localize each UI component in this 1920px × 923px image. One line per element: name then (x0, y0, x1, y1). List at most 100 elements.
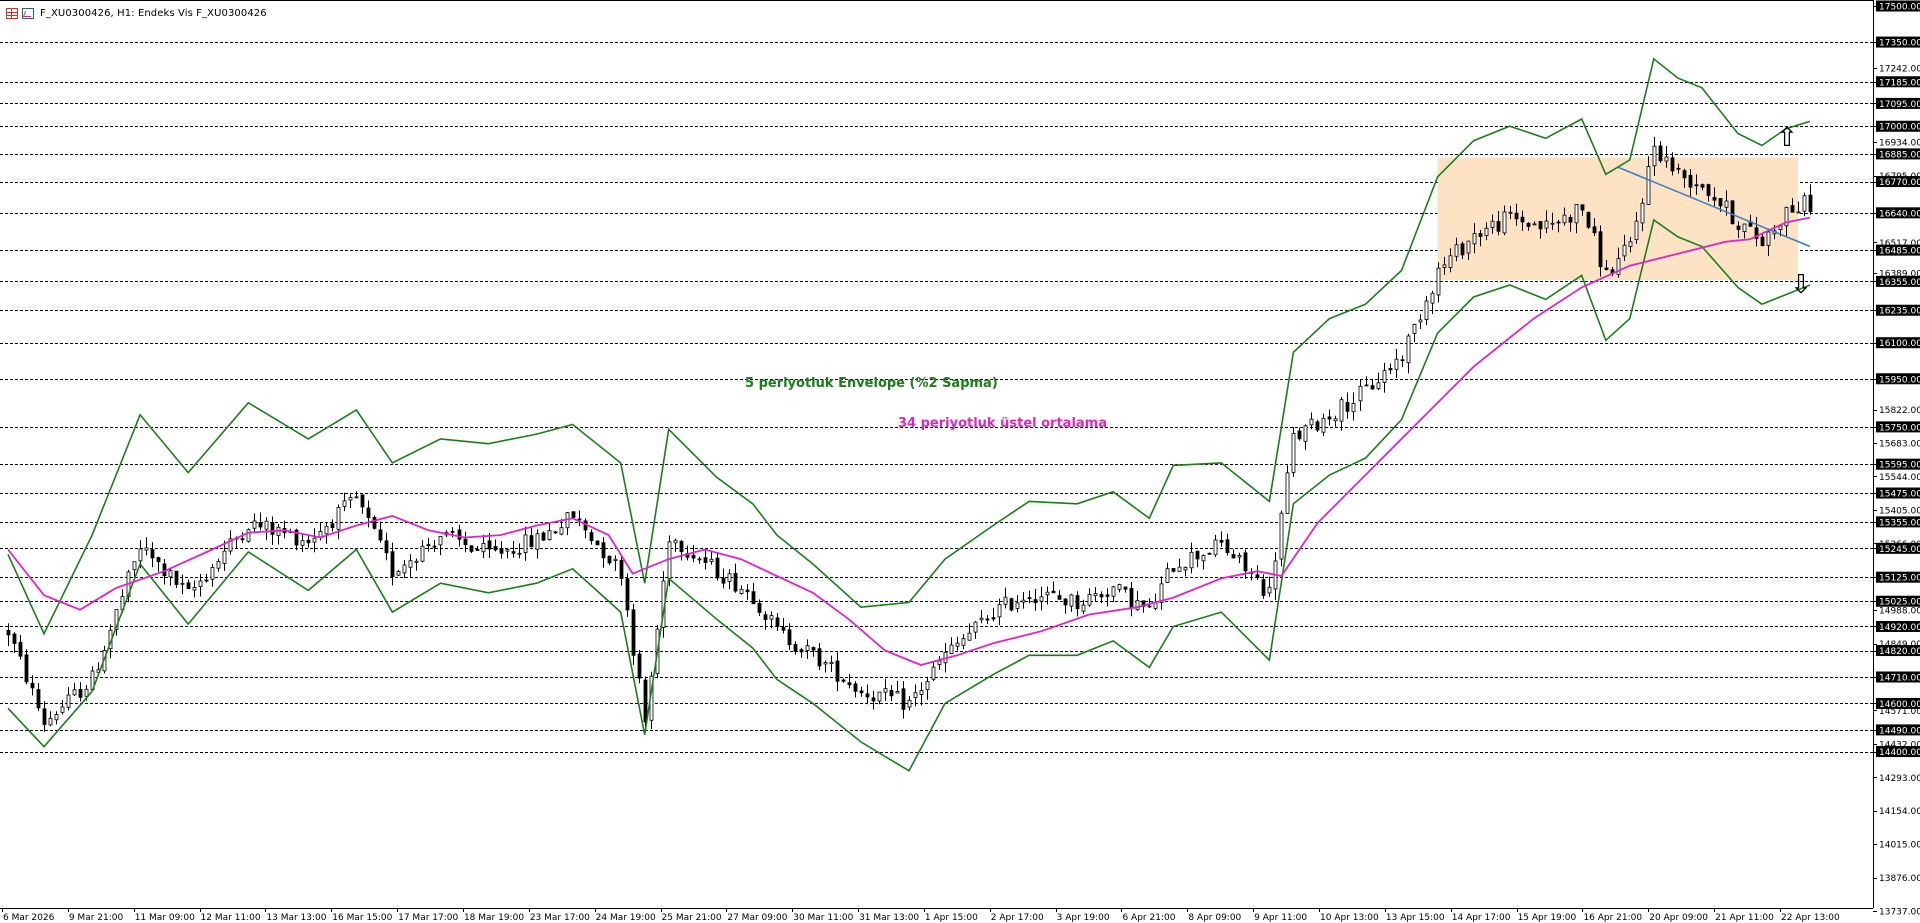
y-tick-label: 15822.00 (1879, 406, 1920, 416)
candle-body (1033, 599, 1038, 604)
candle-body (907, 699, 912, 708)
x-tick-label: 24 Mar 19:00 (596, 913, 656, 923)
y-tick-label: 14400.00 (1879, 748, 1920, 758)
candle-body (505, 549, 510, 552)
candle-body (438, 536, 443, 546)
candle-body (613, 558, 618, 562)
candle-body (360, 494, 365, 508)
candle-body (1550, 222, 1555, 225)
candle-body (1418, 319, 1423, 323)
candle-body (6, 630, 11, 636)
candle-body (1255, 574, 1260, 579)
candle-body (312, 537, 317, 543)
candle-body (1243, 552, 1248, 572)
candle-body (336, 507, 341, 530)
candle-body (1009, 598, 1014, 611)
ema-label: 34 periyotluk üstel ortalama (898, 416, 1107, 431)
candle-body (1586, 211, 1591, 228)
x-tick-label: 25 Mar 21:00 (662, 913, 722, 923)
candle-body (853, 683, 858, 692)
candle-body (1370, 385, 1375, 390)
candle-body (961, 638, 966, 646)
candle-body (889, 689, 894, 697)
candle-body (811, 647, 816, 651)
candle-body (883, 688, 888, 693)
candle-body (1652, 145, 1657, 167)
candle-body (703, 557, 708, 563)
chart-icon[interactable] (22, 7, 34, 19)
y-tick-highlight (1876, 207, 1920, 219)
y-tick-highlight (1876, 620, 1920, 632)
candle-body (673, 539, 678, 544)
candle-body (1538, 220, 1543, 230)
candle-body (817, 648, 822, 667)
candle-body (138, 548, 143, 562)
y-tick-label: 17185.00 (1879, 78, 1920, 88)
candle-body (1147, 605, 1152, 608)
candle-body (432, 545, 437, 548)
candle-body (1718, 198, 1723, 207)
candle-body (1135, 600, 1140, 611)
candle-body (324, 525, 329, 535)
candle-body (180, 582, 185, 585)
indicator-lines (7, 57, 1811, 772)
candle-body (1790, 205, 1795, 213)
candle-body (1333, 418, 1338, 422)
candle-body (679, 540, 684, 553)
candle-body (1165, 568, 1170, 583)
candle-body (1622, 244, 1627, 257)
candle-body (949, 644, 954, 655)
candle-body (48, 717, 53, 726)
x-axis: 6 Mar 2026 9 Mar 21:00 11 Mar 09:00 12 Mar … (2, 908, 1840, 923)
y-tick-label: 14154.00 (1879, 807, 1920, 817)
candle-body (1376, 382, 1381, 389)
chart-title: F_XU0300426, H1: Endeks Vis F_XU0300426 (40, 7, 267, 19)
y-tick-label: 14490.00 (1879, 726, 1920, 736)
candle-body (1688, 175, 1693, 188)
x-tick-label: 10 Apr 13:00 (1320, 913, 1379, 923)
x-tick-label: 31 Mar 13:00 (859, 913, 919, 923)
candle-body (1057, 595, 1062, 600)
down-arrow-icon: ⇩ (1790, 270, 1812, 300)
candle-body (1526, 222, 1531, 227)
candle-body (1478, 233, 1483, 237)
y-tick-label: 16355.00 (1879, 278, 1920, 288)
candle-body (895, 691, 900, 694)
candle-body (300, 540, 305, 546)
y-tick-label: 15405.00 (1879, 506, 1920, 516)
trend-line (1617, 166, 1811, 248)
y-tick-label: 14432.00 (1879, 740, 1920, 750)
candle-body (901, 688, 906, 710)
y-tick-label: 15595.00 (1879, 461, 1920, 471)
candle-body (493, 546, 498, 551)
candle-body (426, 544, 431, 547)
candle-body (12, 633, 17, 644)
candle-body (192, 587, 197, 591)
grid-icon[interactable] (6, 7, 18, 19)
y-tick-label: 16485.00 (1879, 247, 1920, 257)
candle-body (1237, 555, 1242, 558)
candle-body (559, 527, 564, 535)
candle-body (625, 578, 630, 611)
candle-body (925, 681, 930, 691)
candle-body (1195, 550, 1200, 560)
candle-body (1291, 432, 1296, 473)
candle-body (1213, 539, 1218, 556)
candle-body (1189, 551, 1194, 569)
y-tick-highlight (1876, 595, 1920, 607)
candle-body (775, 617, 780, 627)
candle-body (306, 539, 311, 544)
x-tick-label: 16 Apr 21:00 (1583, 913, 1642, 923)
candle-body (1303, 425, 1308, 442)
candle-body (1454, 244, 1459, 257)
candle-body (481, 542, 486, 553)
candle-body (913, 692, 918, 698)
candle-body (517, 552, 522, 555)
y-tick-label: 15355.00 (1879, 518, 1920, 528)
x-tick-label: 9 Mar 21:00 (69, 913, 124, 923)
candle-body (757, 602, 762, 613)
y-tick-highlight (1876, 697, 1920, 709)
candle-body (1111, 586, 1116, 597)
candle-body (1682, 170, 1687, 179)
